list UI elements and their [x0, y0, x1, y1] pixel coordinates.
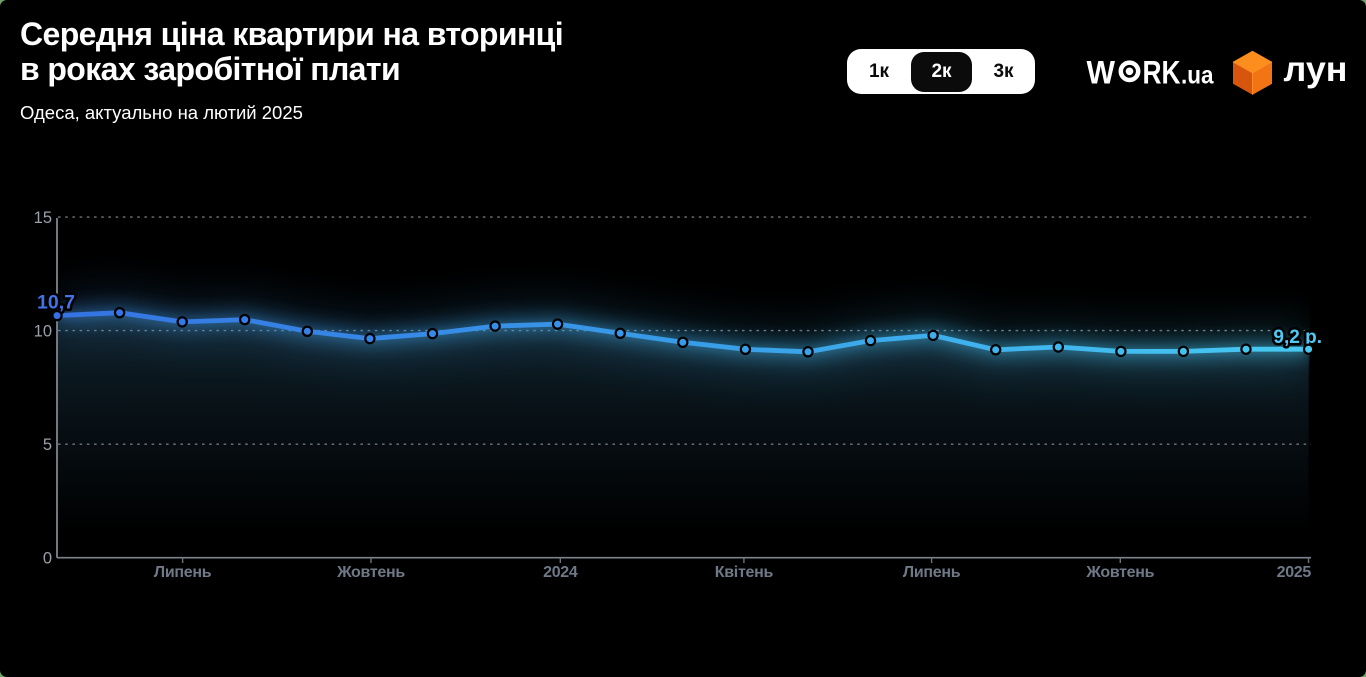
svg-text:Липень: Липень — [903, 564, 961, 581]
svg-text:2025: 2025 — [1277, 564, 1312, 581]
svg-text:15: 15 — [34, 209, 52, 227]
svg-text:Жовтень: Жовтень — [336, 564, 405, 581]
svg-text:5: 5 — [43, 436, 52, 454]
svg-text:лун: лун — [1284, 49, 1348, 89]
svg-text:RK: RK — [1143, 55, 1181, 91]
svg-text:Квітень: Квітень — [715, 564, 774, 581]
svg-text:2024: 2024 — [543, 564, 578, 581]
svg-text:9,2 р.: 9,2 р. — [1273, 327, 1322, 348]
svg-text:Липень: Липень — [154, 564, 212, 581]
svg-text:.ua: .ua — [1181, 62, 1214, 90]
svg-text:0: 0 — [43, 550, 52, 568]
svg-text:10: 10 — [34, 323, 52, 341]
svg-text:Жовтень: Жовтень — [1085, 564, 1154, 581]
svg-text:W: W — [1087, 55, 1116, 91]
